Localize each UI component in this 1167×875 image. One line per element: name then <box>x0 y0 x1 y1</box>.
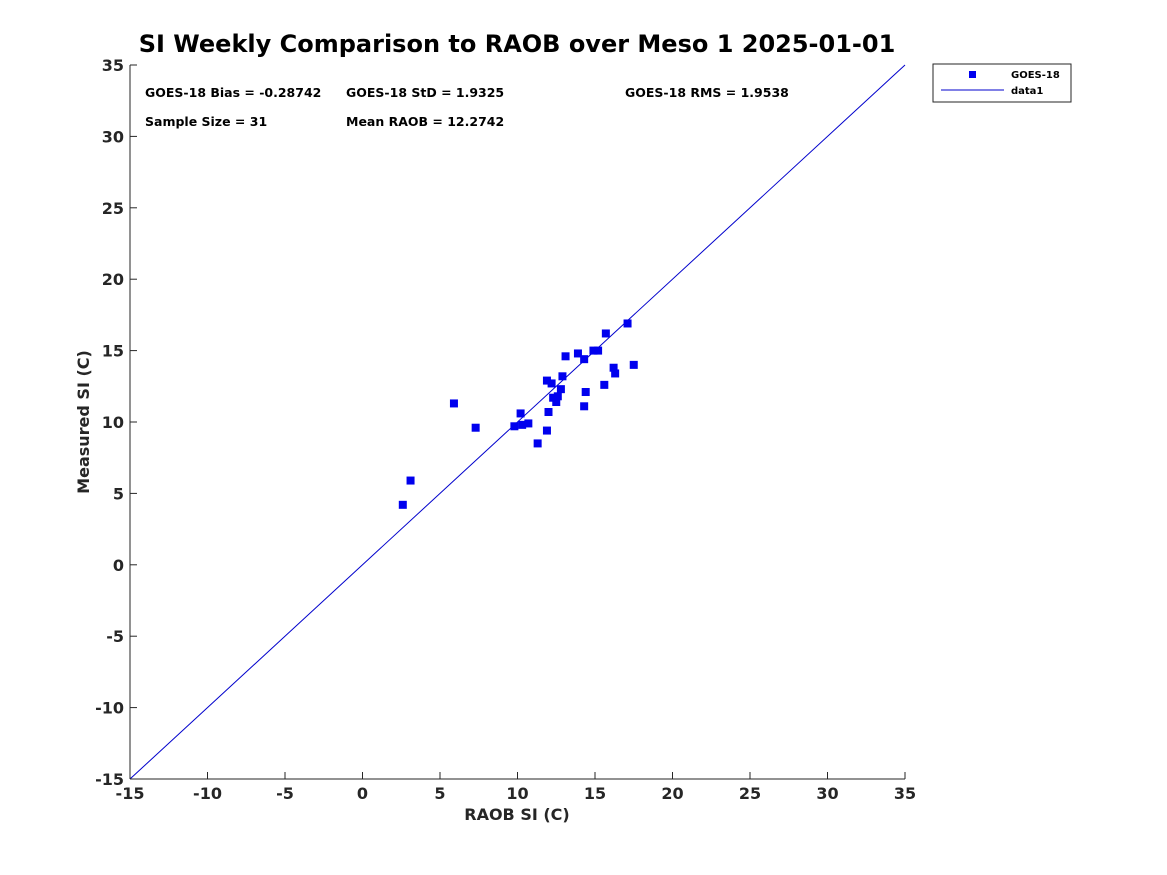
data-point-14 <box>549 393 558 402</box>
identity-line-data1 <box>129 64 906 780</box>
std-annotation: GOES-18 StD = 1.9325 <box>346 85 504 100</box>
mean-raob-annotation: Mean RAOB = 12.2742 <box>346 114 504 129</box>
legend-label-data1: data1 <box>1011 86 1043 97</box>
y-tick-label-25: 25 <box>102 199 124 218</box>
data-point-7 <box>518 420 527 429</box>
y-axis-label: Measured SI (C) <box>74 350 93 494</box>
data-point-2 <box>406 476 415 485</box>
x-tick-label-25: 25 <box>739 784 761 803</box>
data-point-22 <box>580 402 589 411</box>
data-point-8 <box>524 419 533 428</box>
data-point-26 <box>600 380 609 389</box>
data-point-21 <box>580 355 589 364</box>
y-tick-label-10: 10 <box>102 413 124 432</box>
bias-annotation: GOES-18 Bias = -0.28742 <box>145 85 321 100</box>
plot-area: -15 -10 -5 0 5 10 15 20 25 30 35 -15 -10 -5 0 5 10 15 20 2… <box>95 56 916 803</box>
data-point-29 <box>611 369 620 378</box>
chart-title: SI Weekly Comparison to RAOB over Meso 1… <box>139 30 896 58</box>
y-tick-label--5: -5 <box>106 627 124 646</box>
y-tick-label-5: 5 <box>113 484 124 503</box>
stats-annotations: GOES-18 Bias = -0.28742 GOES-18 StD = 1.… <box>145 85 789 129</box>
identity-line-layer <box>129 64 906 780</box>
y-tick-label-35: 35 <box>102 56 124 75</box>
x-tick-label-30: 30 <box>816 784 838 803</box>
y-tick-label-15: 15 <box>102 342 124 361</box>
rms-annotation: GOES-18 RMS = 1.9538 <box>625 85 789 100</box>
x-tick-label-5: 5 <box>434 784 445 803</box>
x-tick-label--15: -15 <box>116 784 145 803</box>
data-point-20 <box>573 349 582 358</box>
x-tick-label-10: 10 <box>506 784 528 803</box>
data-point-13 <box>547 379 556 388</box>
data-point-4 <box>471 423 480 432</box>
x-tick-label-0: 0 <box>357 784 368 803</box>
y-tick-label-0: 0 <box>113 556 124 575</box>
data-point-12 <box>544 408 553 417</box>
data-point-11 <box>542 426 551 435</box>
x-tick-label-20: 20 <box>661 784 683 803</box>
y-tick-label-20: 20 <box>102 270 124 289</box>
y-tick-label--10: -10 <box>95 699 124 718</box>
x-tick-label--5: -5 <box>276 784 294 803</box>
x-ticks: -15 -10 -5 0 5 10 15 20 25 30 35 <box>116 772 916 803</box>
legend-label-goes18: GOES-18 <box>1011 70 1060 81</box>
legend: GOES-18 data1 <box>932 63 1072 103</box>
y-tick-label-30: 30 <box>102 127 124 146</box>
data-point-3 <box>449 399 458 408</box>
x-tick-label-35: 35 <box>894 784 916 803</box>
y-tick-label--15: -15 <box>95 770 124 789</box>
points-layer <box>398 319 638 509</box>
x-tick-label-15: 15 <box>584 784 606 803</box>
data-point-6 <box>516 409 525 418</box>
data-point-17 <box>556 385 565 394</box>
data-point-5 <box>510 422 519 431</box>
legend-marker-goes18 <box>969 71 976 78</box>
data-point-24 <box>589 346 598 355</box>
data-point-28 <box>609 363 618 372</box>
x-axis-label: RAOB SI (C) <box>464 805 569 824</box>
data-point-19 <box>561 352 570 361</box>
data-point-23 <box>581 388 590 397</box>
data-point-31 <box>629 360 638 369</box>
data-point-25 <box>594 346 603 355</box>
data-point-10 <box>542 376 551 385</box>
x-tick-label--10: -10 <box>193 784 222 803</box>
data-point-18 <box>558 372 567 381</box>
data-point-16 <box>553 392 562 401</box>
data-point-30 <box>623 319 632 328</box>
data-point-9 <box>533 439 542 448</box>
y-ticks: -15 -10 -5 0 5 10 15 20 25 30 35 <box>95 56 137 789</box>
sample-size-annotation: Sample Size = 31 <box>145 114 267 129</box>
data-point-1 <box>398 500 407 509</box>
data-point-27 <box>601 329 610 338</box>
legend-box <box>932 63 1072 103</box>
data-point-15 <box>552 398 561 407</box>
